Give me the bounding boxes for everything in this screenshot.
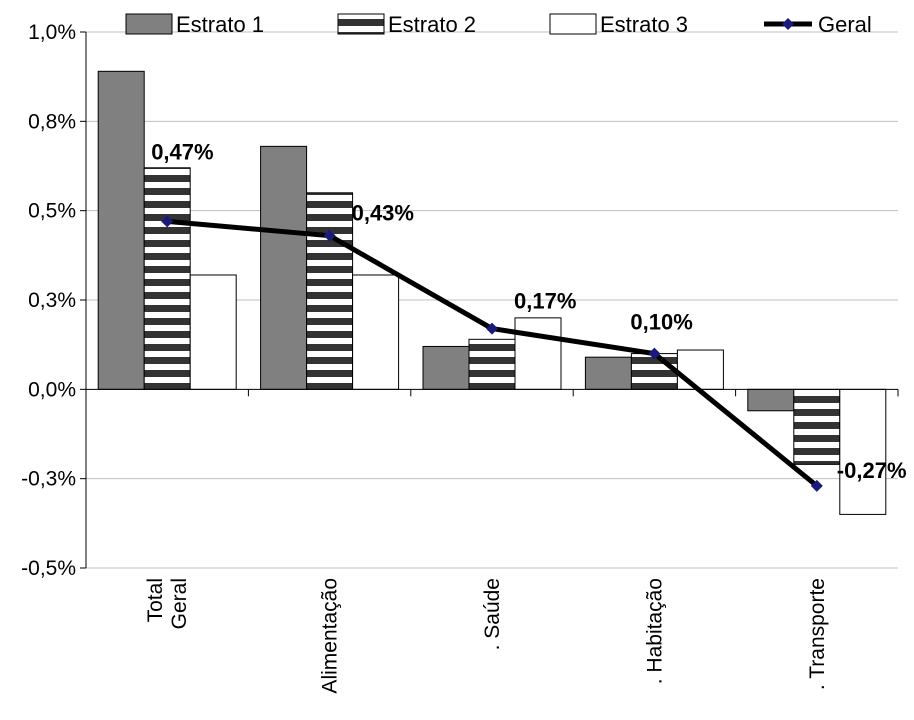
bar-estrato-1 (584, 356, 632, 390)
bar-estrato-3 (839, 388, 887, 515)
geral-marker (161, 215, 174, 228)
y-tick-label: -0,5% (21, 557, 76, 580)
bar-estrato-2 (793, 388, 841, 465)
bar-estrato-1 (260, 145, 308, 390)
bar-estrato-3 (514, 317, 562, 390)
geral-line (161, 215, 823, 492)
geral-marker (323, 229, 336, 242)
bars (97, 70, 887, 515)
bar-estrato-3 (676, 349, 724, 390)
geral-data-label: 0,47% (151, 139, 213, 164)
bar-estrato-3 (189, 274, 237, 390)
axes: 1,0% 0,8% 0,5% 0,3% 0,0% -0,3% -0,5% Total Geral… (21, 21, 899, 694)
legend-label: Estrato 1 (176, 12, 264, 37)
legend-label: Geral (818, 12, 872, 37)
bar-estrato-1 (97, 70, 145, 390)
bar-estrato-2 (143, 167, 191, 390)
y-tick-label: -0,3% (21, 468, 76, 491)
bar-estrato-2 (306, 192, 354, 390)
legend-swatch (125, 13, 173, 35)
bar-estrato-1 (747, 388, 795, 412)
category-label: Geral (168, 578, 191, 629)
y-tick-label: 0,0% (28, 378, 76, 401)
category-label: . Saúde (481, 578, 504, 650)
y-tick-label: 1,0% (28, 21, 76, 44)
legend: Estrato 1 Estrato 2 Estrato 3 Geral (125, 12, 872, 37)
legend-marker (782, 18, 794, 30)
geral-marker (810, 479, 823, 492)
bar-estrato-2 (468, 338, 516, 390)
legend-swatch (549, 13, 597, 35)
geral-data-label: 0,17% (514, 289, 576, 314)
legend-label: Estrato 3 (600, 12, 688, 37)
geral-data-label: -0,27% (837, 458, 907, 483)
geral-marker (486, 322, 498, 335)
y-tick-label: 0,5% (28, 200, 76, 223)
legend-label: Estrato 2 (388, 12, 476, 37)
geral-data-label: 0,10% (630, 310, 692, 335)
category-label: Total (144, 578, 167, 622)
bar-estrato-3 (352, 274, 400, 390)
category-label: . Transporte (806, 578, 829, 690)
legend-swatch (337, 13, 385, 35)
bar-estrato-1 (422, 345, 470, 390)
category-label: Alimentação (319, 578, 342, 694)
y-tick-label: 0,8% (28, 110, 76, 133)
geral-data-label: 0,43% (352, 201, 414, 226)
category-label: . Habitação (643, 578, 666, 684)
geral-marker (648, 347, 661, 360)
data-labels: 0,47% 0,43% 0,17% 0,10% -0,27% (151, 139, 906, 482)
y-tick-label: 0,3% (28, 289, 76, 312)
